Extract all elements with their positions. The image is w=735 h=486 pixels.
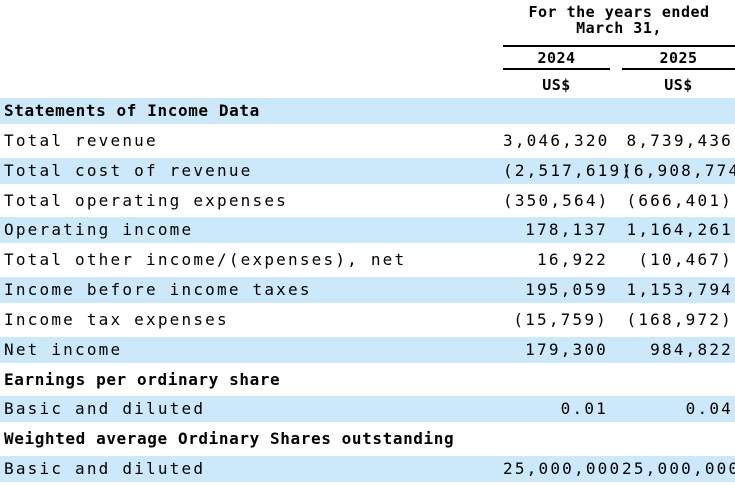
unit-header-2024: US$ bbox=[542, 76, 571, 94]
row-value-2025: 25,000,000 bbox=[622, 459, 735, 479]
row-value-2025: (6,908,774) bbox=[622, 160, 735, 180]
row-label: Total revenue bbox=[4, 130, 158, 150]
row-value-2024 bbox=[503, 98, 610, 124]
row-label: Income before income taxes bbox=[4, 280, 312, 300]
row-value-2025: (10,467) bbox=[638, 250, 733, 270]
table-header: For the years ended March 31, 2024 2025 … bbox=[0, 0, 735, 98]
table-row: Income tax expenses (15,759) (168,972) bbox=[0, 307, 735, 337]
unit-header-2025: US$ bbox=[664, 76, 693, 94]
row-value-2025: 0.04 bbox=[685, 399, 733, 419]
row-label: Total cost of revenue bbox=[4, 160, 253, 180]
row-value-2024: 25,000,000 bbox=[503, 459, 622, 479]
row-value-2025: 1,153,794 bbox=[626, 280, 733, 300]
row-value-2025: 1,164,261 bbox=[626, 220, 733, 240]
row-value-2024: 0.01 bbox=[560, 399, 608, 419]
year-header-2025: 2025 bbox=[622, 47, 735, 70]
period-line-1: For the years ended bbox=[528, 3, 710, 21]
period-header-row: For the years ended March 31, bbox=[0, 0, 735, 47]
row-label: Operating income bbox=[4, 220, 194, 240]
table-row: Statements of Income Data bbox=[0, 98, 735, 128]
table-row: Basic and diluted 0.01 0.04 bbox=[0, 396, 735, 427]
unit-header-row: US$ US$ bbox=[0, 70, 735, 98]
row-value-2024: 3,046,320 bbox=[503, 130, 610, 150]
table-row: Total cost of revenue (2,517,619) (6,908… bbox=[0, 157, 735, 188]
table-row: Net income 179,300 984,822 bbox=[0, 336, 735, 367]
table-row: Total other income/(expenses), net 16,92… bbox=[0, 247, 735, 278]
row-label: Weighted average Ordinary Shares outstan… bbox=[4, 429, 455, 449]
table-row: Total operating expenses (350,564) (666,… bbox=[0, 188, 735, 218]
table-row: Total revenue 3,046,320 8,739,436 bbox=[0, 128, 735, 158]
row-value-2024 bbox=[503, 426, 610, 452]
row-value-2025 bbox=[622, 426, 735, 452]
row-label: Income tax expenses bbox=[4, 309, 229, 329]
row-value-2025: 984,822 bbox=[650, 339, 733, 359]
row-value-2024: 195,059 bbox=[525, 280, 608, 300]
row-label: Total operating expenses bbox=[4, 190, 288, 210]
row-label: Basic and diluted bbox=[4, 459, 206, 479]
period-line-2: March 31, bbox=[576, 19, 662, 37]
table-row: Income before income taxes 195,059 1,153… bbox=[0, 277, 735, 307]
row-value-2024: (2,517,619) bbox=[503, 160, 634, 180]
row-label: Total other income/(expenses), net bbox=[4, 250, 407, 270]
row-value-2025 bbox=[622, 98, 735, 124]
table-row: Weighted average Ordinary Shares outstan… bbox=[0, 426, 735, 457]
row-label: Statements of Income Data bbox=[4, 101, 260, 120]
year-header-2024: 2024 bbox=[503, 47, 610, 70]
row-value-2024: (15,759) bbox=[513, 309, 608, 329]
row-value-2024: 16,922 bbox=[537, 250, 608, 270]
row-label: Earnings per ordinary share bbox=[4, 369, 281, 389]
row-value-2025: 8,739,436 bbox=[626, 130, 733, 150]
table-body: Statements of Income Data Total revenue … bbox=[0, 98, 735, 486]
row-value-2024 bbox=[503, 367, 610, 393]
period-header: For the years ended March 31, bbox=[503, 0, 735, 47]
row-label: Net income bbox=[4, 339, 123, 359]
row-value-2025: (666,401) bbox=[626, 190, 733, 210]
row-value-2024: 178,137 bbox=[525, 220, 608, 240]
row-value-2025 bbox=[622, 367, 735, 393]
row-value-2024: (350,564) bbox=[503, 190, 610, 210]
table-row: Basic and diluted 25,000,000 25,000,000 bbox=[0, 456, 735, 486]
table-row: Operating income 178,137 1,164,261 bbox=[0, 217, 735, 248]
row-value-2025: (168,972) bbox=[626, 309, 733, 329]
table-row: Earnings per ordinary share bbox=[0, 367, 735, 397]
row-value-2024: 179,300 bbox=[525, 339, 608, 359]
year-header-row: 2024 2025 bbox=[0, 47, 735, 70]
row-label: Basic and diluted bbox=[4, 399, 206, 419]
